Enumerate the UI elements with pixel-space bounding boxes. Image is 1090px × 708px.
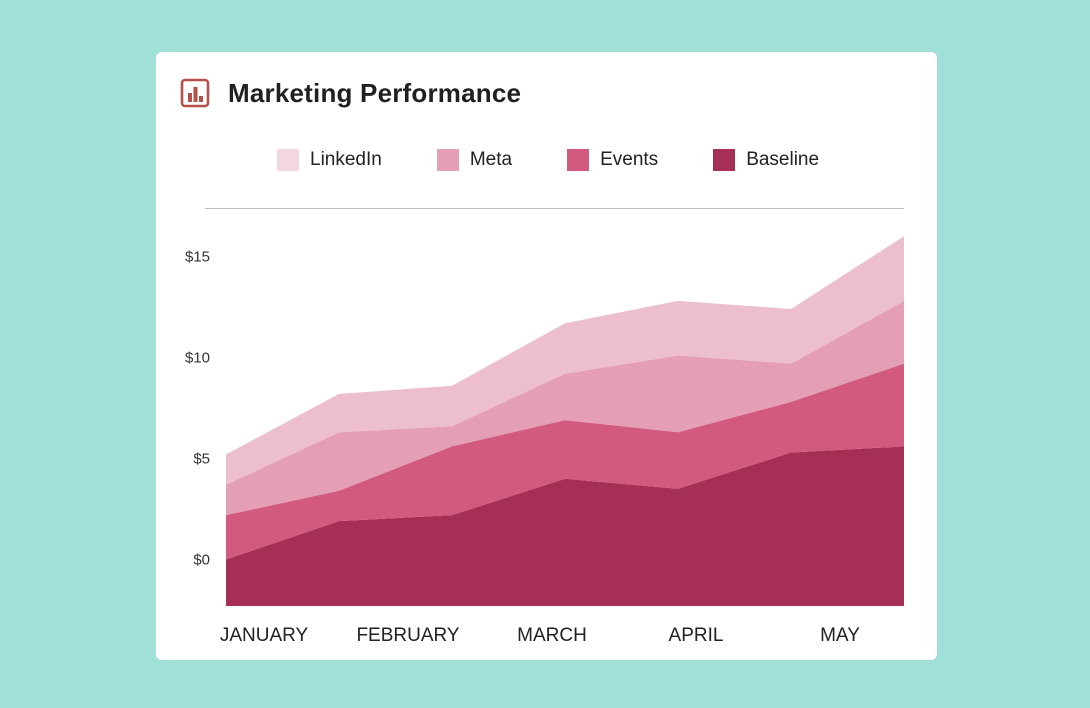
legend-swatch-baseline bbox=[713, 149, 736, 171]
area-chart: $0 $5 $10 $15 JANUARY FEBRUARY MARCH APRIL MAY bbox=[185, 208, 904, 646]
bar-chart-icon bbox=[180, 78, 210, 108]
y-axis: $0 $5 $10 $15 bbox=[185, 249, 210, 569]
x-tick-label: MARCH bbox=[517, 625, 587, 646]
areas-layer bbox=[226, 236, 904, 606]
legend-swatch-events bbox=[567, 149, 590, 171]
legend-label-events: Events bbox=[600, 149, 659, 170]
legend-label-meta: Meta bbox=[469, 149, 513, 170]
legend-swatch-meta bbox=[436, 149, 459, 171]
legend-item-baseline[interactable]: Baseline bbox=[713, 149, 819, 171]
x-tick-label: JANUARY bbox=[220, 625, 309, 646]
area-meta[interactable] bbox=[226, 300, 904, 516]
card-header: Marketing Performance bbox=[180, 78, 521, 108]
x-axis: JANUARY FEBRUARY MARCH APRIL MAY bbox=[220, 625, 860, 646]
chart-legend: LinkedIn Meta Events Baseline bbox=[277, 148, 874, 172]
y-tick-label: $0 bbox=[193, 552, 210, 569]
legend-item-events[interactable]: Events bbox=[567, 149, 658, 171]
y-tick-label: $10 bbox=[185, 350, 210, 367]
x-tick-label: MAY bbox=[820, 625, 860, 646]
legend-label-linkedin: LinkedIn bbox=[310, 149, 382, 170]
area-baseline[interactable] bbox=[226, 446, 904, 606]
chart-card: Marketing Performance LinkedIn Meta Even… bbox=[156, 52, 937, 660]
legend-label-baseline: Baseline bbox=[746, 149, 820, 170]
x-tick-label: FEBRUARY bbox=[356, 625, 459, 646]
legend-swatch-linkedin bbox=[277, 149, 299, 171]
legend-item-meta[interactable]: Meta bbox=[436, 149, 513, 171]
y-tick-label: $15 bbox=[185, 249, 210, 266]
y-tick-label: $5 bbox=[193, 451, 210, 468]
area-events[interactable] bbox=[226, 363, 904, 560]
area-linkedin[interactable] bbox=[226, 236, 904, 485]
x-tick-label: APRIL bbox=[669, 625, 724, 646]
legend-item-linkedin[interactable]: LinkedIn bbox=[277, 149, 382, 171]
page-title: Marketing Performance bbox=[228, 77, 522, 108]
